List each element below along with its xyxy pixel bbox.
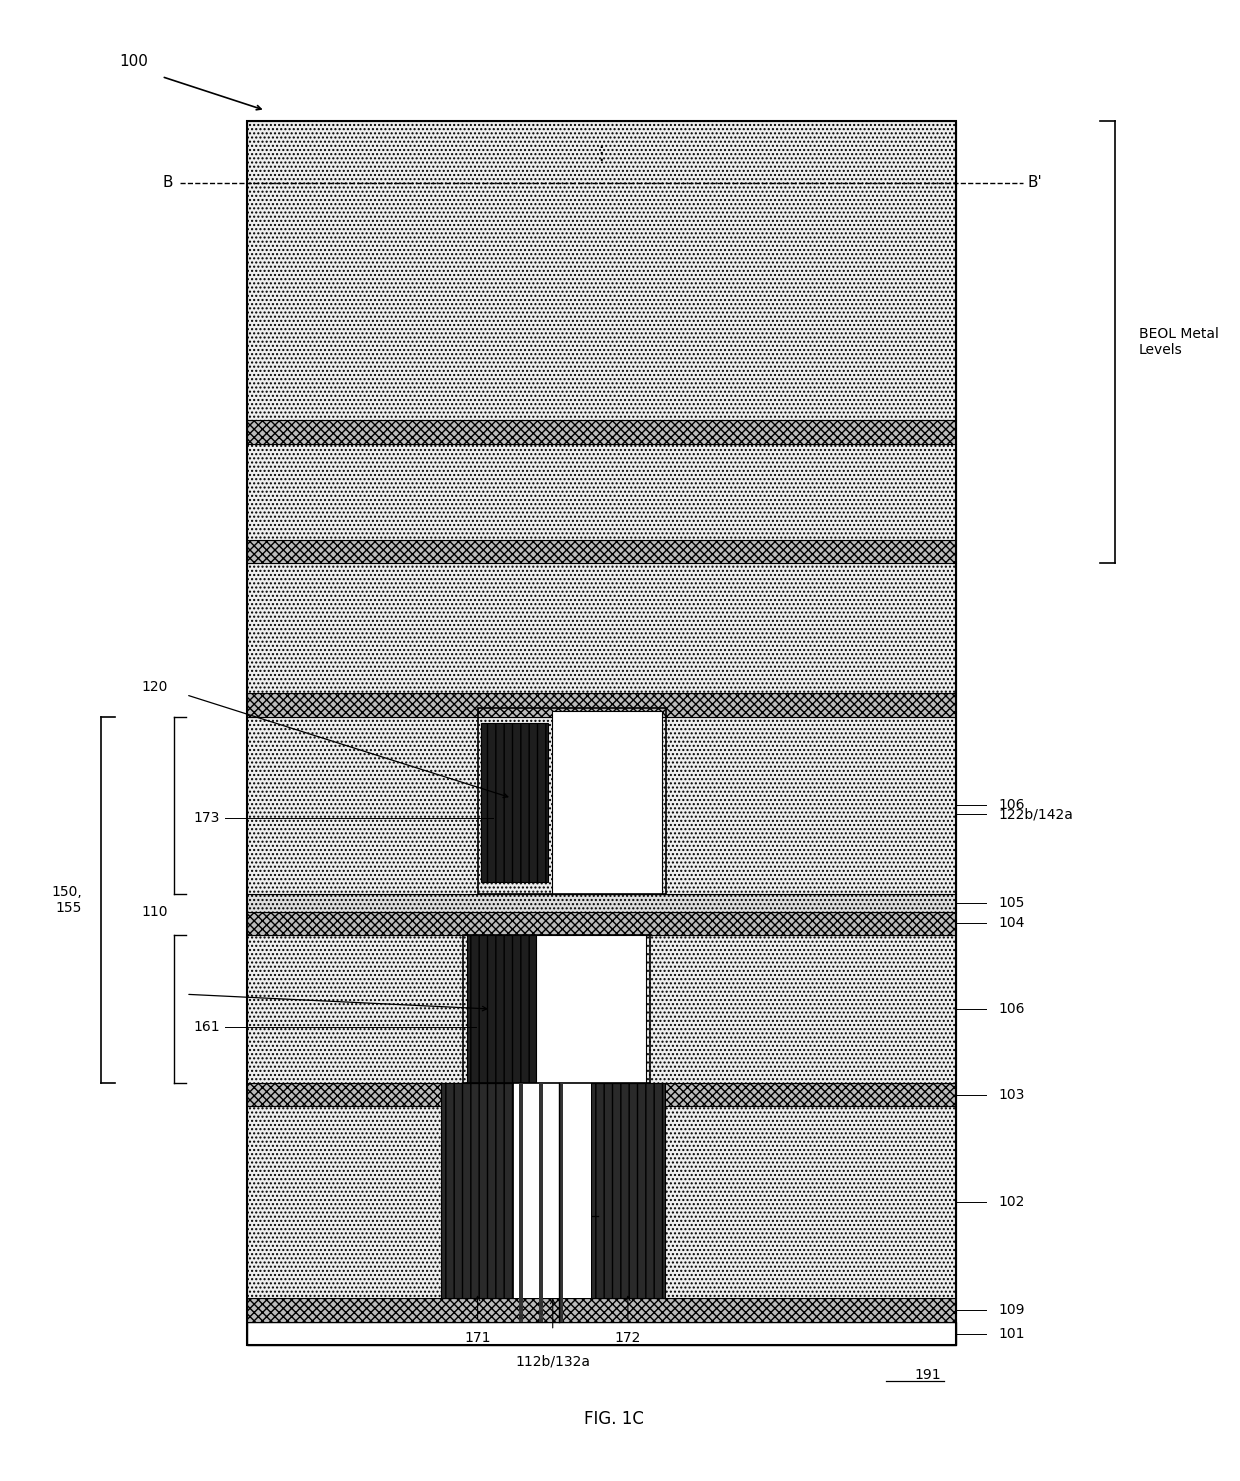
Text: FIG. 1C: FIG. 1C <box>584 1410 644 1428</box>
Text: 106: 106 <box>998 798 1025 813</box>
Bar <box>463 936 650 1083</box>
Text: 122b/142a: 122b/142a <box>998 807 1074 822</box>
Text: BEOL Metal
Levels: BEOL Metal Levels <box>1140 327 1219 357</box>
Text: 112b/132a: 112b/132a <box>516 1354 590 1368</box>
Text: ⋮: ⋮ <box>591 144 611 163</box>
Text: 172: 172 <box>615 1330 641 1345</box>
Text: 109: 109 <box>998 1303 1025 1317</box>
Text: 110: 110 <box>141 905 167 918</box>
Text: 103: 103 <box>998 1087 1025 1102</box>
Text: 106: 106 <box>998 1003 1025 1016</box>
Bar <box>247 121 956 421</box>
Bar <box>515 1083 591 1299</box>
Bar <box>247 1299 956 1323</box>
Text: 101: 101 <box>998 1327 1025 1340</box>
Bar <box>247 895 956 912</box>
Bar <box>247 121 956 1345</box>
Text: 102: 102 <box>998 1195 1025 1210</box>
Text: 173: 173 <box>193 810 221 825</box>
Bar <box>591 1083 665 1299</box>
Text: 161: 161 <box>193 1020 221 1034</box>
Text: 105: 105 <box>998 896 1025 909</box>
Bar <box>441 1083 515 1299</box>
Text: 171: 171 <box>464 1330 491 1345</box>
Bar <box>247 1083 956 1106</box>
Bar <box>481 723 548 883</box>
Text: 120: 120 <box>141 680 167 695</box>
Bar <box>477 708 666 895</box>
Text: 150,
155: 150, 155 <box>51 884 82 915</box>
Bar <box>247 121 956 1345</box>
Bar <box>539 1083 543 1323</box>
Bar <box>247 541 956 563</box>
Text: B: B <box>162 175 172 190</box>
Text: B': B' <box>1028 175 1043 190</box>
Bar <box>466 936 536 1083</box>
Bar <box>247 693 956 717</box>
Bar <box>247 1323 956 1345</box>
Bar <box>247 444 956 541</box>
Bar <box>247 563 956 693</box>
Text: 104: 104 <box>998 917 1025 930</box>
Bar <box>247 936 956 1083</box>
Bar <box>520 1083 523 1323</box>
Bar <box>247 1106 956 1299</box>
Bar <box>247 912 956 936</box>
Text: 10: 10 <box>572 1195 589 1210</box>
Bar <box>536 936 646 1083</box>
Bar <box>247 421 956 444</box>
Text: 100: 100 <box>119 55 148 70</box>
Bar <box>515 1083 521 1299</box>
Bar <box>559 1083 563 1323</box>
Bar <box>247 717 956 895</box>
Text: 191: 191 <box>915 1367 941 1382</box>
Bar <box>552 711 662 895</box>
